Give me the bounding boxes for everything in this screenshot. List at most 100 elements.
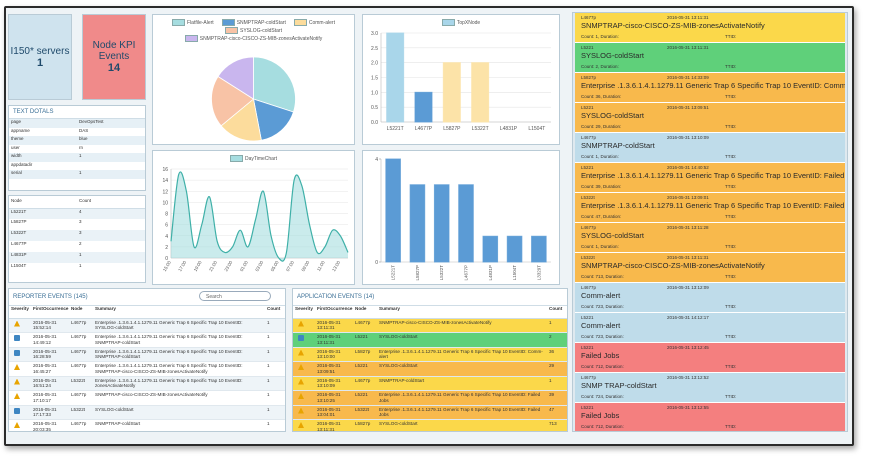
event-row[interactable]: 2016-05-31 16:28:59 L4677p Enterprise .1.3… — [9, 347, 285, 362]
card-summary: SYSLOG-coldStart — [581, 111, 644, 120]
legend-label: DayTimeChart — [244, 155, 278, 162]
details-cell: 1 — [79, 153, 82, 158]
severity-icon — [298, 349, 304, 356]
node-cell: 4 — [79, 208, 82, 214]
bar — [506, 235, 523, 263]
event-cell: 2016-05-31 13:11:31 — [317, 421, 341, 432]
y-tick-label: 16 — [162, 167, 168, 173]
details-cell: width — [11, 153, 22, 158]
event-cell: 39 — [549, 392, 555, 397]
event-row[interactable]: 2016-05-31 20:03:35 L4677p SNMPTRAP-coldSt… — [9, 419, 285, 431]
event-card[interactable]: L5221 2016-05-31 14:12:17 Comm-alert Count:… — [575, 313, 845, 343]
card-summary: Enterprise .1.3.6.1.4.1.1279.11 Generic … — [581, 201, 845, 210]
tile-label: I150* servers — [10, 45, 70, 57]
event-card[interactable]: L5221 2016-05-31 13:11:31 SYSLOG-coldStart… — [575, 43, 845, 73]
event-card[interactable]: L4677p 2016-05-31 13:10:09 SNMPTRAP-coldSt… — [575, 133, 845, 163]
y-tick-label: 2.0 — [371, 61, 378, 67]
severity-cell — [9, 318, 31, 333]
event-cell: L5322t — [355, 406, 370, 412]
card-summary: Failed Jobs — [581, 351, 620, 360]
event-cell: 1 — [267, 392, 270, 397]
event-row[interactable]: 2016-05-31 13:09:51 L5221 SYSLOG-coldStart… — [293, 361, 567, 376]
event-cell: 2016-05-31 15:52:14 — [33, 319, 57, 331]
event-card[interactable]: L4677p 2016-05-31 13:12:09 Comm-alert Count… — [575, 283, 845, 313]
card-node: L5322t — [581, 195, 595, 200]
card-time: 2016-05-31 13:10:09 — [667, 135, 709, 140]
event-card[interactable]: L5221 2016-05-31 14:40:52 Enterprise .1.3.… — [575, 163, 845, 193]
event-row[interactable]: 2016-05-31 15:52:14 L4677p Enterprise .1.3… — [9, 318, 285, 333]
details-cell: page — [11, 119, 22, 124]
card-time: 2016-05-31 14:33:09 — [667, 75, 709, 80]
card-summary: Enterprise .1.3.6.1.4.1.1279.11 Generic … — [581, 81, 845, 90]
event-cell: L5322t — [71, 406, 86, 412]
line-area — [171, 171, 348, 262]
card-node: L4677p — [581, 285, 597, 290]
event-card[interactable]: L5221 2016-05-31 13:09:51 SYSLOG-coldStart… — [575, 103, 845, 133]
event-card[interactable]: L5322t 2016-05-31 13:11:31 SNMPTRAP-cisco-… — [575, 253, 845, 283]
event-card[interactable]: L5221 2016-05-31 13:12:55 Failed Jobs Count… — [575, 403, 845, 431]
y-tick-label: 0 — [375, 260, 378, 266]
severity-icon — [14, 407, 20, 414]
event-row[interactable]: 2016-05-31 17:17:33 L5322t SYSLOG-coldStar… — [9, 405, 285, 420]
event-row[interactable]: 2016-05-31 13:04:01 L5322t Enterprise .1.3… — [293, 405, 567, 420]
event-row[interactable]: 2016-05-31 13:10:00 L5827p Enterprise .1.3… — [293, 347, 567, 362]
event-cell: Enterprise .1.3.6.1.4.1.1279.11 Generic … — [95, 319, 243, 331]
y-tick-label: 14 — [162, 178, 168, 184]
card-time: 2016-05-31 14:12:17 — [667, 315, 709, 320]
event-cell: Enterprise .1.3.6.1.4.1.1279.11 Generic … — [95, 348, 243, 360]
card-time: 2016-05-31 13:11:31 — [667, 45, 709, 50]
x-tick-label: L5322T — [472, 126, 489, 132]
x-tick-label: 07:00 — [285, 260, 295, 273]
event-row[interactable]: 2016-05-31 16:45:27 L4677p Enterprise .1.3… — [9, 361, 285, 376]
severity-icon — [14, 335, 20, 341]
severity-icon — [14, 349, 20, 356]
event-card[interactable]: L4677p 2016-05-31 13:11:28 SYSLOG-coldStar… — [575, 223, 845, 253]
node-cell: L4831P — [11, 252, 27, 257]
node-row: L5322T 3 — [9, 230, 145, 241]
event-row[interactable]: 2016-05-31 13:10:25 L5221 Enterprise .1.3.… — [293, 390, 567, 405]
card-summary: SNMPTRAP-cisco-CISCO-ZS-MIB-zonesActivat… — [581, 21, 765, 30]
event-row[interactable]: 2016-05-31 14:49:12 L4677p Enterprise .1.3… — [9, 332, 285, 347]
panel-header: APPLICATION EVENTS (14) — [293, 289, 567, 306]
legend: TopXNode — [373, 19, 549, 26]
x-tick-label: L3329T — [536, 265, 541, 281]
event-row[interactable]: 2016-05-31 13:11:31 L5827p SYSLOG-coldStar… — [293, 419, 567, 432]
y-tick-label: 6 — [165, 223, 168, 229]
event-card[interactable]: L5322t 2016-05-31 13:09:01 Enterprise .1.3… — [575, 193, 845, 223]
legend-swatch — [184, 35, 198, 42]
event-card[interactable]: L5827p 2016-05-31 14:33:09 Enterprise .1.3… — [575, 73, 845, 103]
search-box[interactable]: Search — [199, 291, 271, 301]
legend-item: SNMPTRAP-cisco-CISCO-ZS-MIB-zonesActivat… — [184, 35, 322, 42]
text-details: TEXT DOTALS page DevOpsTest appname DAS theme… — [8, 105, 146, 191]
details-row: page DevOpsTest — [9, 119, 145, 128]
severity-icon — [298, 393, 304, 399]
event-row[interactable]: 2016-05-31 17:10:17 L4677p SNMPTRAP-cisco-… — [9, 390, 285, 405]
legend-label: Flatfile-Alert — [187, 19, 214, 26]
event-cell: 1 — [267, 319, 270, 325]
x-tick-label: 23:00 — [223, 260, 233, 273]
event-cell: 2016-05-31 16:28:59 — [33, 348, 57, 360]
line-series — [170, 171, 349, 262]
event-card[interactable]: L4677p 2016-05-31 13:12:52 SNMP TRAP-coldS… — [575, 373, 845, 403]
card-ttid: TTID: — [725, 304, 737, 309]
event-row[interactable]: 2016-05-31 13:10:09 L4677p SNMPTRAP-coldSt… — [293, 376, 567, 391]
severity-icon — [14, 422, 20, 428]
event-row[interactable]: 2016-05-31 16:51:24 L5322t Enterprise .1.3… — [9, 376, 285, 391]
event-cell: 47 — [549, 406, 555, 412]
event-card[interactable]: L4677p 2016-05-31 13:11:31 SNMPTRAP-cisco-… — [575, 13, 845, 43]
kpi-tile: I150* servers 1 — [8, 14, 72, 100]
node-header-cell: Node — [11, 198, 22, 203]
event-row[interactable]: 2016-05-31 13:11:31 L4677p SNMPTRAP-cisco-… — [293, 318, 567, 333]
card-time: 2016-05-31 13:09:01 — [667, 195, 709, 200]
event-row[interactable]: 2016-05-31 13:11:31 L5221 SYSLOG-coldStart… — [293, 332, 567, 347]
y-tick-label: 0.5 — [371, 105, 378, 111]
event-header: Severity FirstOccurrence Node Summary Count — [9, 306, 285, 318]
card-node: L5221 — [581, 165, 594, 170]
y-tick-label: 2 — [165, 245, 168, 251]
event-cell: SYSLOG-coldStart — [379, 363, 418, 368]
details-cell: rn — [79, 144, 84, 150]
card-meta: Count: 1, Duration: — [581, 34, 619, 39]
event-card[interactable]: L5221 2016-05-31 13:12:45 Failed Jobs Count… — [575, 343, 845, 373]
chart-panel: 0 2 4 6 8 10 12 14 16 15:00 17:00 19:00 21:00 23:00 01… — [152, 150, 355, 285]
pie-slice — [217, 56, 254, 100]
